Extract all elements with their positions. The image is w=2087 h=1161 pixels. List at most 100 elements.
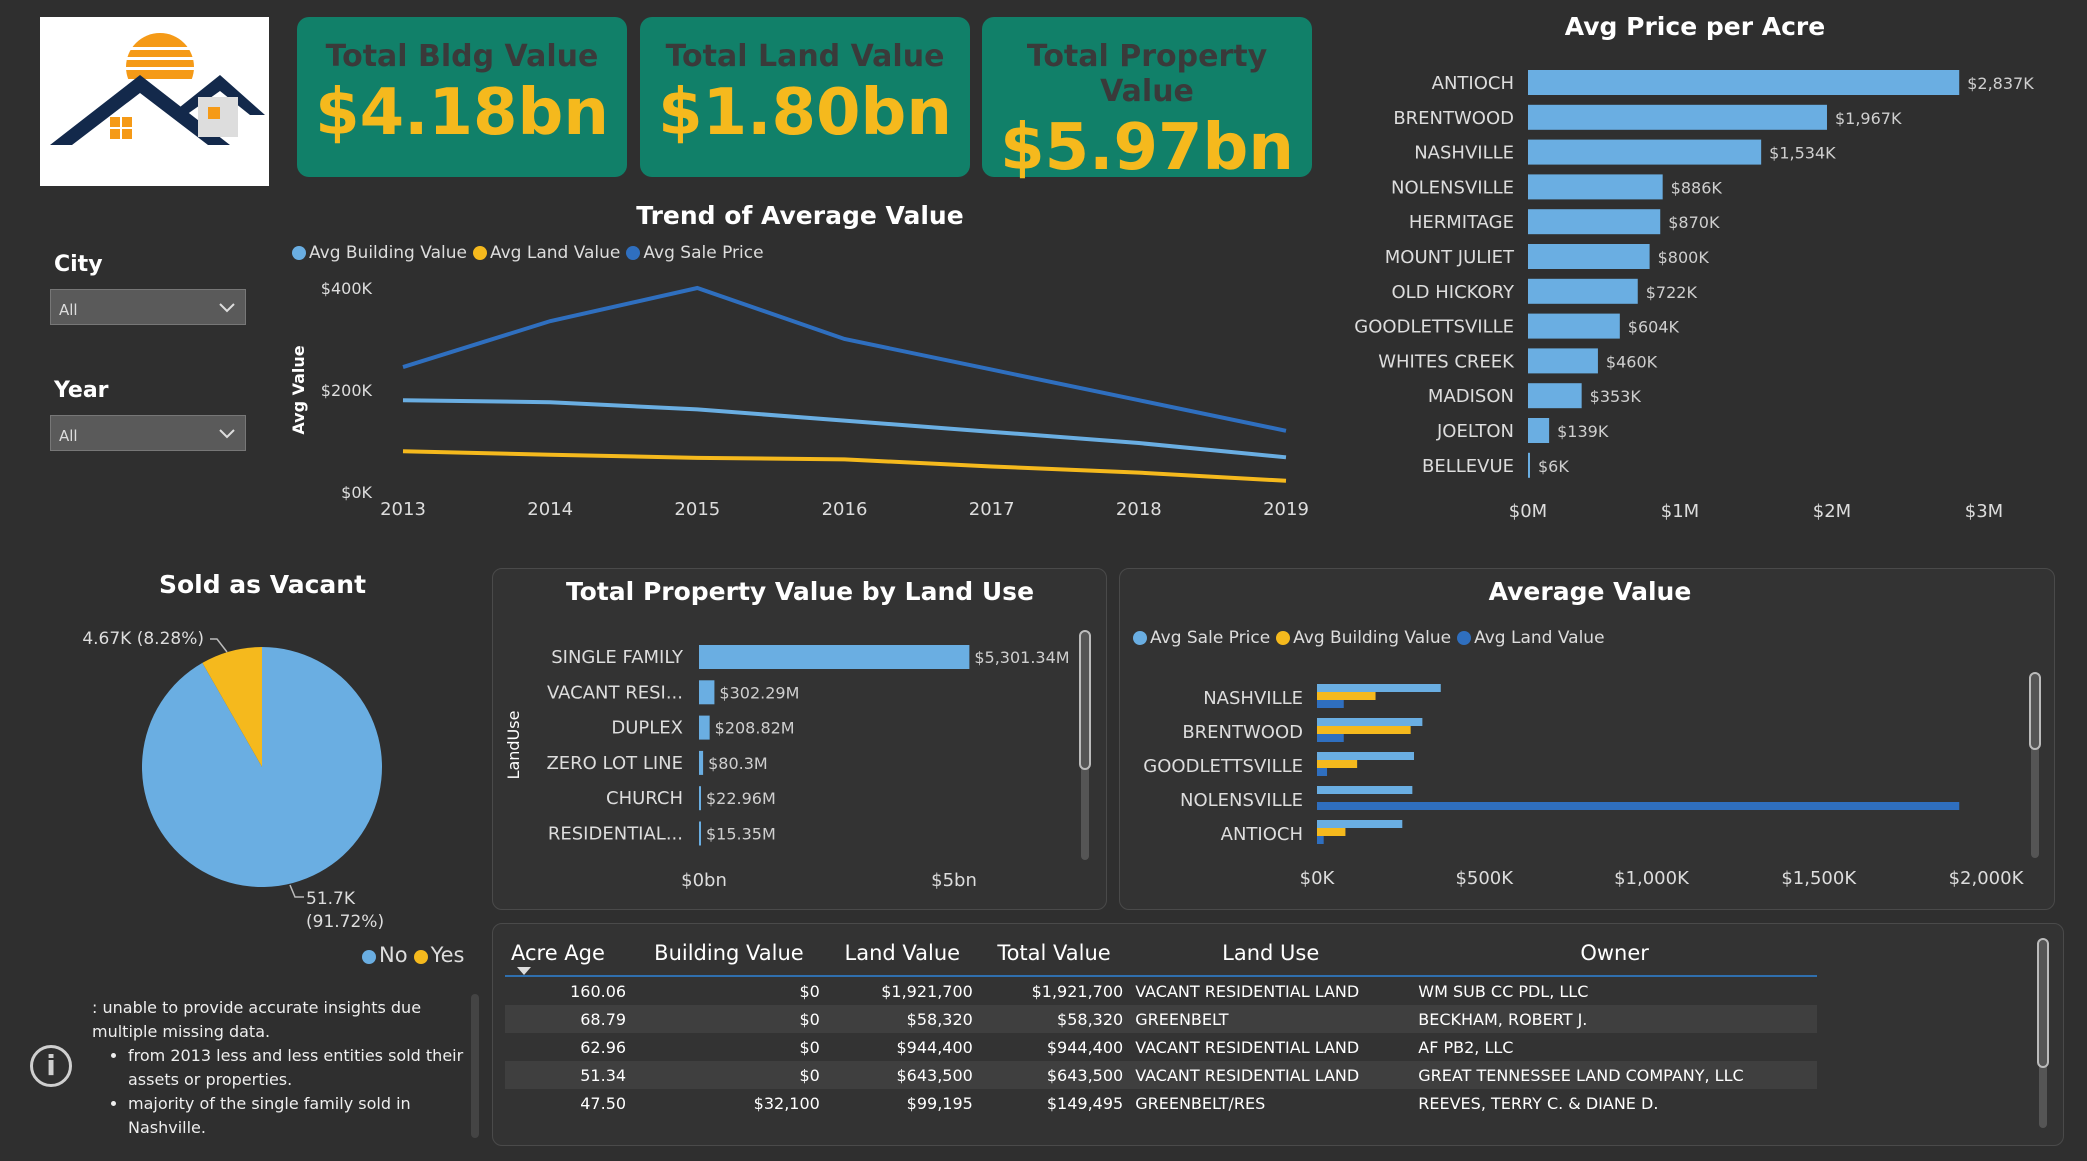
x-tick-label: $5bn [931, 870, 977, 891]
bar [1317, 726, 1411, 734]
legend-swatch [413, 950, 428, 964]
column-header-total-value[interactable]: Total Value [978, 931, 1130, 977]
x-tick-label: 2013 [380, 499, 426, 520]
bar [1317, 802, 1960, 810]
legend-item[interactable]: No [362, 943, 408, 967]
kpi-value: $5.97bn [1000, 111, 1294, 185]
table-cell: $99,195 [906, 1093, 973, 1113]
avgvalue-scrollbar[interactable] [2029, 672, 2041, 750]
bar [1317, 760, 1358, 768]
table-scrollbar[interactable] [2037, 938, 2049, 1068]
year-filter-dropdown[interactable]: All [50, 415, 246, 451]
data-label: $886K [1671, 178, 1723, 197]
kpi-card-land-value: Total Land Value $1.80bn [640, 17, 970, 177]
bar [1528, 278, 1638, 304]
data-label: $604K [1628, 318, 1680, 337]
x-tick-label: $0K [1300, 868, 1336, 889]
data-label: $1,534K [1769, 144, 1836, 163]
bar [699, 645, 970, 669]
insights-bullet: majority of the single family sold in Na… [128, 1092, 472, 1140]
data-label: $722K [1646, 283, 1698, 302]
data-label: $2,837K [1967, 74, 2034, 93]
y-axis-label: Avg Value [289, 345, 308, 434]
table-cell: BECKHAM, ROBERT J. [1412, 1005, 1817, 1033]
table-cell: $643,500 [825, 1061, 979, 1089]
table-row[interactable]: 160.06 $0 $1,921,700 $1,921,700 VACANT RESID… [505, 976, 1817, 1005]
sort-desc-icon [517, 967, 531, 975]
bar [1317, 684, 1441, 692]
legend-label: Avg Sale Price [643, 243, 764, 263]
pie-slice-yes [202, 647, 262, 767]
legend-item[interactable]: Avg Sale Price [626, 243, 764, 263]
data-label: $208.82M [715, 719, 795, 738]
note-scroll-track[interactable] [471, 994, 479, 1138]
legend-item[interactable]: Yes [413, 943, 464, 967]
legend-item[interactable]: Avg Sale Price [1133, 628, 1270, 648]
series-line [402, 398, 1287, 460]
info-icon[interactable]: i [30, 1045, 72, 1087]
x-tick-label: $1M [1661, 501, 1699, 522]
data-label: $5,301.34M [974, 648, 1069, 667]
bar [1528, 104, 1827, 130]
table-row[interactable]: 62.96 $0 $944,400 $944,400 VACANT RESIDENTIA… [505, 1033, 1817, 1061]
bar [1317, 700, 1344, 708]
table-cell: $149,495 [1046, 1093, 1124, 1113]
column-header-owner[interactable]: Owner [1412, 931, 1817, 977]
x-tick-label: 2018 [1116, 499, 1162, 520]
landuse-panel [492, 568, 1107, 910]
insights-bullet: from 2013 less and less entities sold th… [128, 1044, 472, 1092]
chevron-down-icon [219, 303, 235, 313]
column-header-label: Acre Age [511, 941, 605, 965]
vacant-chart-title: Sold as Vacant [158, 570, 367, 599]
table-cell: $0 [632, 1061, 826, 1089]
data-label: $22.96M [706, 789, 776, 808]
table-row[interactable]: 68.79 $0 $58,320 $58,320 GREENBELT BECKHAM, R… [505, 1005, 1817, 1033]
kpi-label: Total Property Value [1026, 39, 1268, 109]
column-header-acre-age[interactable]: Acre Age [505, 931, 633, 977]
table-cell: 68.79 [505, 1005, 633, 1033]
table-row[interactable]: 51.34 $0 $643,500 $643,500 VACANT RESIDENTIA… [505, 1061, 1817, 1089]
x-tick-label: $0M [1509, 501, 1547, 522]
bar [1528, 174, 1663, 200]
x-tick-label: 2016 [822, 499, 868, 520]
table-scroll-track[interactable] [2039, 938, 2047, 1128]
bar [1528, 139, 1762, 165]
bar [699, 786, 701, 811]
table-row[interactable]: 47.50 $32,100 $99,195 $149,495 GREENBELT/RES… [505, 1089, 1817, 1117]
column-header-land-value[interactable]: Land Value [825, 931, 979, 977]
landuse-scrollbar[interactable] [1079, 630, 1091, 770]
bar [1528, 452, 1530, 478]
category-label: NOLENSVILLE [1180, 790, 1303, 811]
x-tick-label: $2,000K [1949, 868, 2025, 889]
city-filter-dropdown[interactable]: All [50, 289, 246, 325]
landuse-scroll-track[interactable] [1081, 630, 1089, 860]
series-line [402, 285, 1287, 433]
category-label: BELLEVUE [1422, 456, 1514, 477]
table-cell: VACANT RESIDENTIAL LAND [1129, 1061, 1413, 1089]
column-header-land-use[interactable]: Land Use [1129, 931, 1413, 977]
table-cell: $944,400 [1046, 1037, 1124, 1057]
avgvalue-scroll-track[interactable] [2031, 672, 2039, 858]
legend-item[interactable]: Avg Building Value [292, 243, 467, 263]
kpi-label: Total Land Value [665, 39, 945, 74]
trend-chart: $0K $200K $400K 2013 2014 2015 2016 2017 2018 201… [289, 279, 1309, 520]
year-filter-label: Year [54, 378, 109, 403]
table-cell: $58,320 [978, 1005, 1130, 1033]
legend-item[interactable]: Avg Land Value [1457, 628, 1605, 648]
bar [699, 821, 701, 846]
bar [1528, 313, 1620, 339]
avgvalue-chart-legend: Avg Sale Price Avg Building Value Avg Land… [1133, 628, 1611, 648]
category-label: ANTIOCH [1221, 824, 1303, 845]
table-cell: 62.96 [580, 1037, 627, 1057]
table-cell: $1,921,700 [1031, 981, 1124, 1001]
landuse-chart-title: Total Property Value by Land Use [565, 577, 1035, 606]
column-header-building-value[interactable]: Building Value [632, 931, 826, 977]
city-filter-value: All [59, 301, 78, 319]
legend-item[interactable]: Avg Building Value [1276, 628, 1451, 648]
bar [1317, 768, 1328, 776]
legend-item[interactable]: Avg Land Value [472, 243, 620, 263]
table-cell: GREENBELT [1129, 1005, 1413, 1033]
legend-swatch [292, 246, 306, 260]
x-tick-label: $1,500K [1781, 868, 1857, 889]
table-cell: $1,921,700 [881, 981, 973, 1001]
